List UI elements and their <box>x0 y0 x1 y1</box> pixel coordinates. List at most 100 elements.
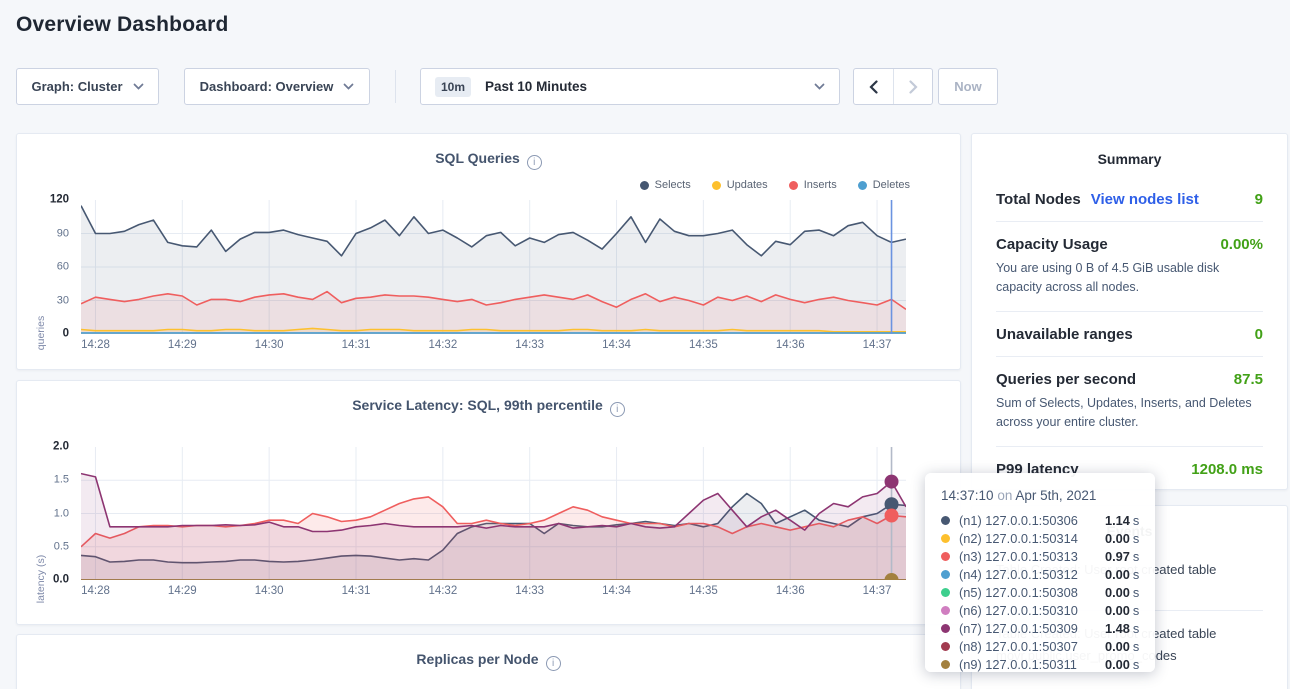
sql-chart-title: SQL Queries <box>435 150 520 166</box>
legend-item-updates[interactable]: Updates <box>712 179 768 191</box>
tooltip-value: 0.00 <box>1105 567 1130 582</box>
sql-queries-chart-card: SQL Queries i Selects Updates Inserts Delete… <box>16 133 961 370</box>
graph-selector-label: Graph: Cluster <box>31 79 122 94</box>
overview-dashboard-page: Overview Dashboard Graph: Cluster Dashbo… <box>0 0 1290 689</box>
tooltip-value: 0.97 <box>1105 549 1130 564</box>
time-next-button[interactable] <box>893 69 932 104</box>
x-tick-label: 14:35 <box>689 585 718 597</box>
latency-chart-title: Service Latency: SQL, 99th percentile <box>352 397 603 413</box>
view-nodes-list-link[interactable]: View nodes list <box>1091 191 1199 208</box>
tooltip-unit: s <box>1133 531 1139 546</box>
tooltip-row: (n2) 127.0.0.1:503140.00s <box>941 529 1141 547</box>
latency-x-ticks: 14:2814:2914:3014:3114:3214:3314:3414:35… <box>81 585 906 601</box>
tooltip-row: (n6) 127.0.0.1:503100.00s <box>941 601 1141 619</box>
series-dot-icon <box>941 606 950 615</box>
tooltip-node-address: (n5) 127.0.0.1:50308 <box>959 585 1105 600</box>
summary-row-value: 0 <box>1255 326 1263 343</box>
x-tick-label: 14:31 <box>342 339 371 351</box>
legend-item-selects[interactable]: Selects <box>640 179 691 191</box>
summary-row-description: Sum of Selects, Updates, Inserts, and De… <box>996 394 1263 433</box>
info-icon[interactable]: i <box>527 155 542 170</box>
tooltip-node-address: (n6) 127.0.0.1:50310 <box>959 603 1105 618</box>
summary-title: Summary <box>972 134 1287 167</box>
summary-row-label: Unavailable ranges <box>996 326 1133 343</box>
controls-divider <box>395 70 396 103</box>
tooltip-node-address: (n2) 127.0.0.1:50314 <box>959 531 1105 546</box>
chevron-right-icon <box>909 80 918 94</box>
time-prev-button[interactable] <box>854 69 893 104</box>
summary-row: Capacity Usage 0.00% You are using 0 B of … <box>996 222 1263 312</box>
summary-row-value: 9 <box>1255 191 1263 208</box>
series-dot-icon <box>941 516 950 525</box>
summary-row-label: Queries per second <box>996 371 1136 388</box>
tooltip-unit: s <box>1133 513 1139 528</box>
y-tick-label: 1.0 <box>54 507 69 519</box>
x-tick-label: 14:35 <box>689 339 718 351</box>
x-tick-label: 14:32 <box>428 585 457 597</box>
series-dot-icon <box>941 570 950 579</box>
tooltip-unit: s <box>1133 549 1139 564</box>
x-tick-label: 14:34 <box>602 339 631 351</box>
x-tick-label: 14:28 <box>81 585 110 597</box>
x-tick-label: 14:32 <box>428 339 457 351</box>
x-tick-label: 14:36 <box>776 585 805 597</box>
legend-label: Inserts <box>804 179 837 191</box>
y-tick-label: 0.0 <box>53 573 69 585</box>
y-tick-label: 120 <box>50 193 69 205</box>
summary-row-label: Capacity Usage <box>996 236 1108 253</box>
series-dot-icon <box>941 624 950 633</box>
tooltip-row: (n1) 127.0.0.1:503061.14s <box>941 511 1141 529</box>
x-tick-label: 14:33 <box>515 339 544 351</box>
legend-dot-icon <box>640 181 649 190</box>
y-tick-label: 0 <box>63 327 69 339</box>
info-icon[interactable]: i <box>546 656 561 671</box>
tooltip-unit: s <box>1133 567 1139 582</box>
y-tick-label: 1.5 <box>54 474 69 486</box>
tooltip-value: 0.00 <box>1105 657 1130 672</box>
y-tick-label: 60 <box>57 260 69 272</box>
tooltip-value: 0.00 <box>1105 603 1130 618</box>
tooltip-value: 1.14 <box>1105 513 1130 528</box>
legend-label: Deletes <box>873 179 910 191</box>
tooltip-row: (n7) 127.0.0.1:503091.48s <box>941 619 1141 637</box>
legend-label: Updates <box>727 179 768 191</box>
tooltip-node-address: (n9) 127.0.0.1:50311 <box>959 657 1105 672</box>
series-dot-icon <box>941 642 950 651</box>
x-tick-label: 14:31 <box>342 585 371 597</box>
replicas-chart-title: Replicas per Node <box>416 651 538 667</box>
x-tick-label: 14:30 <box>255 339 284 351</box>
series-dot-icon <box>941 552 950 561</box>
tooltip-value: 0.00 <box>1105 585 1130 600</box>
x-tick-label: 14:36 <box>776 339 805 351</box>
legend-item-inserts[interactable]: Inserts <box>789 179 837 191</box>
sql-chart-plot[interactable] <box>81 200 906 334</box>
time-nav-group <box>853 68 933 105</box>
y-tick-label: 2.0 <box>53 440 69 452</box>
graph-selector-dropdown[interactable]: Graph: Cluster <box>16 68 159 105</box>
dashboard-selector-dropdown[interactable]: Dashboard: Overview <box>184 68 370 105</box>
now-button[interactable]: Now <box>938 68 998 105</box>
tooltip-node-address: (n3) 127.0.0.1:50313 <box>959 549 1105 564</box>
tooltip-value: 1.48 <box>1105 621 1130 636</box>
summary-row-value: 0.00% <box>1220 236 1263 253</box>
legend-item-deletes[interactable]: Deletes <box>858 179 910 191</box>
x-tick-label: 14:29 <box>168 585 197 597</box>
latency-chart-plot[interactable] <box>81 447 906 580</box>
tooltip-node-address: (n4) 127.0.0.1:50312 <box>959 567 1105 582</box>
tooltip-row: (n8) 127.0.0.1:503070.00s <box>941 637 1141 655</box>
chevron-down-icon <box>343 83 354 90</box>
tooltip-row: (n3) 127.0.0.1:503130.97s <box>941 547 1141 565</box>
time-range-label: Past 10 Minutes <box>485 79 587 94</box>
x-tick-label: 14:28 <box>81 339 110 351</box>
tooltip-value: 0.00 <box>1105 531 1130 546</box>
series-dot-icon <box>941 534 950 543</box>
chart-hover-tooltip: 14:37:10 on Apr 5th, 2021 (n1) 127.0.0.1… <box>925 473 1155 672</box>
time-range-dropdown[interactable]: 10m Past 10 Minutes <box>420 68 840 105</box>
summary-row-description: You are using 0 B of 4.5 GiB usable disk… <box>996 259 1263 298</box>
info-icon[interactable]: i <box>610 402 625 417</box>
summary-row: Unavailable ranges 0 <box>996 312 1263 357</box>
x-tick-label: 14:37 <box>863 585 892 597</box>
tooltip-unit: s <box>1133 621 1139 636</box>
replicas-chart-card: Replicas per Node i <box>16 634 961 689</box>
chevron-left-icon <box>869 80 878 94</box>
